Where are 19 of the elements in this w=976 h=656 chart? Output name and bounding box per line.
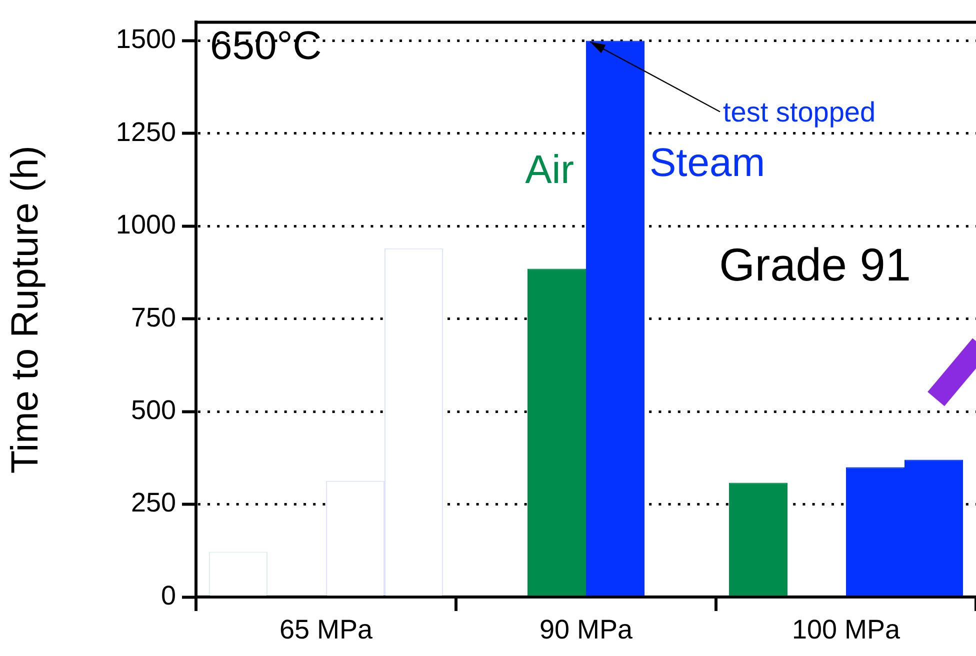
y-tick-label: 250 <box>130 488 176 518</box>
series-label: Air <box>525 148 574 192</box>
annotation: Grade 91 <box>719 238 911 291</box>
bar <box>528 268 586 596</box>
y-tick-label: 0 <box>160 580 176 610</box>
x-tick-label: 65 MPa <box>279 614 374 645</box>
bar <box>586 40 644 596</box>
x-tick-label: 100 MPa <box>792 614 902 645</box>
y-tick-label: 500 <box>130 395 176 426</box>
bar <box>729 482 788 596</box>
y-tick-label: 1500 <box>116 24 176 54</box>
annotation: test stopped <box>723 96 876 128</box>
y-tick-label: 1000 <box>116 210 176 240</box>
y-tick-label: 750 <box>130 302 176 332</box>
annotation: 650°C <box>210 24 322 68</box>
y-axis-title: Time to Rupture (h) <box>4 146 46 474</box>
series-label: Steam <box>650 141 766 186</box>
x-tick-label: 90 MPa <box>539 614 634 645</box>
y-tick-label: 1250 <box>116 116 176 147</box>
